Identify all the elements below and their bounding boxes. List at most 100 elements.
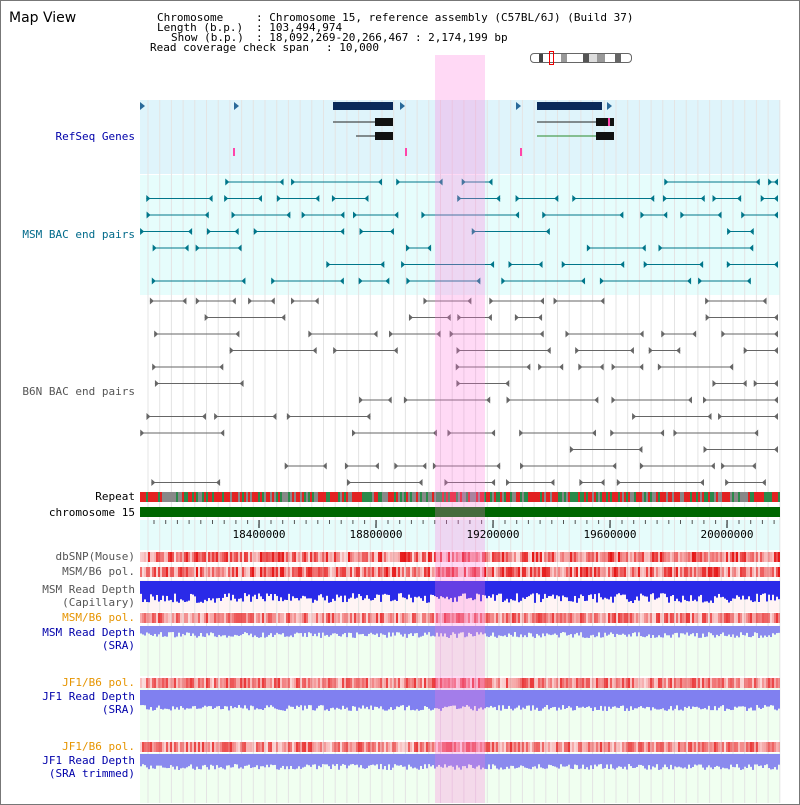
msm-depth-cap-bar — [730, 581, 732, 601]
jf1-depth-trim-bar — [278, 754, 280, 770]
msm-pol2-cell — [592, 613, 594, 623]
dbsnp-cell — [220, 552, 222, 562]
msm-depth-sra-bar — [300, 626, 302, 634]
jf1-depth-trim-bar — [732, 754, 734, 767]
jf1-depth-sra-bar — [694, 690, 696, 708]
msm-pol2-cell — [258, 613, 260, 623]
msm-pol-cell — [260, 567, 262, 577]
b6n-bac-pair-end — [140, 429, 145, 437]
msm-pol-cell — [604, 567, 606, 577]
jf1-pol2-cell — [178, 742, 180, 752]
jf1-pol-cell — [640, 678, 642, 688]
jf1-depth-sra-bar — [770, 690, 772, 706]
msm-depth-sra-bar — [510, 626, 512, 635]
jf1-depth-trim-bar — [562, 754, 564, 767]
msm-depth-cap-bar — [502, 581, 504, 602]
msm-depth-cap-bar — [204, 581, 206, 600]
msm-depth-cap-bar — [638, 581, 640, 601]
msm-depth-sra-bar — [290, 626, 292, 636]
msm-bac-pair-end — [401, 261, 406, 268]
selected-region-highlight[interactable] — [435, 55, 485, 803]
msm-depth-cap-bar — [556, 581, 558, 596]
jf1-depth-trim-bar — [564, 754, 566, 767]
jf1-depth-trim-bar — [290, 754, 292, 766]
msm-pol-cell — [334, 567, 336, 577]
jf1-depth-sra-bar — [452, 690, 454, 706]
jf1-depth-trim-bar — [296, 754, 298, 769]
jf1-pol-cell — [186, 678, 188, 688]
jf1-depth-trim-bar — [166, 754, 168, 769]
jf1-depth-sra-bar — [226, 690, 228, 707]
dbsnp-cell — [422, 552, 424, 562]
msm-pol2-cell — [164, 613, 166, 623]
b6n-bac-pair-end — [579, 479, 584, 486]
b6n-bac-pair-end — [418, 479, 423, 486]
dbsnp-cell — [392, 552, 394, 562]
dbsnp-cell — [340, 552, 342, 562]
jf1-pol2-cell — [480, 742, 482, 752]
msm-pol-cell — [602, 567, 604, 577]
msm-depth-cap-bar — [494, 581, 496, 601]
b6n-bac-pair-end — [774, 330, 778, 338]
msm-depth-sra-bar — [372, 626, 374, 635]
msm-pol-cell — [546, 567, 548, 577]
repeat-segment — [750, 492, 752, 502]
msm-pol-cell — [190, 567, 192, 577]
msm-depth-cap-bar — [184, 581, 186, 602]
msm-pol2-cell — [282, 613, 284, 623]
b6n-bac-pair-end — [496, 462, 501, 470]
repeat-segment — [222, 492, 224, 502]
jf1-pol-cell — [144, 678, 146, 688]
msm-pol2-cell — [770, 613, 772, 623]
jf1-depth-trim-bar — [514, 754, 516, 769]
msm-pol-cell — [598, 567, 600, 577]
msm-depth-sra-bar — [194, 626, 196, 636]
jf1-depth-sra-bar — [584, 690, 586, 708]
dbsnp-label: dbSNP(Mouse) — [55, 550, 135, 563]
msm-pol2-cell — [478, 613, 480, 623]
msm-depth-sra-bar — [462, 626, 464, 633]
msm-depth-sra-bar — [260, 626, 262, 638]
dbsnp-cell — [598, 552, 600, 562]
msm-depth-cap-bar — [442, 581, 444, 598]
jf1-pol-cell — [330, 678, 332, 688]
repeat-segment — [566, 492, 568, 502]
jf1-pol2-cell — [682, 742, 684, 752]
jf1-pol-cell — [736, 678, 738, 688]
jf1-depth-sra-bar — [572, 690, 574, 711]
jf1-pol-cell — [638, 678, 640, 688]
dbsnp-cell — [630, 552, 632, 562]
dbsnp-cell — [662, 552, 664, 562]
repeat-segment — [756, 492, 758, 502]
msm-pol-cell — [390, 567, 392, 577]
msm-pol2-cell — [192, 613, 194, 623]
jf1-pol2-cell — [546, 742, 548, 752]
jf1-depth-sra-bar — [736, 690, 738, 708]
repeat-segment — [154, 492, 156, 502]
chromosome-ideogram[interactable] — [530, 51, 632, 65]
msm-pol2-cell — [150, 613, 152, 623]
jf1-depth-sra-bar — [262, 690, 264, 711]
msm-pol2-cell — [570, 613, 572, 623]
jf1-pol-cell — [420, 678, 422, 688]
axis-tick-label: 20000000 — [700, 528, 754, 541]
msm-pol-cell — [758, 567, 760, 577]
repeat-segment — [378, 492, 380, 502]
msm-depth-sra-bar — [676, 626, 678, 633]
repeat-segment — [280, 492, 282, 502]
b6n-bac-pair-end — [506, 479, 511, 486]
jf1-depth-trim-bar — [684, 754, 686, 768]
jf1-depth-sra-bar — [348, 690, 350, 711]
msm-pol2-cell — [178, 613, 180, 623]
msm-depth-sra-bar — [742, 626, 744, 635]
msm-depth-sra-bar — [252, 626, 254, 638]
repeat-segment — [544, 492, 546, 502]
repeat-segment — [172, 492, 174, 502]
msm-pol2-cell — [440, 613, 442, 623]
msm-pol-cell — [528, 567, 530, 577]
dbsnp-cell — [474, 552, 476, 562]
msm-bac-pair-end — [581, 277, 586, 285]
dbsnp-cell — [626, 552, 628, 562]
b6n-bac-pair-end — [456, 347, 461, 354]
